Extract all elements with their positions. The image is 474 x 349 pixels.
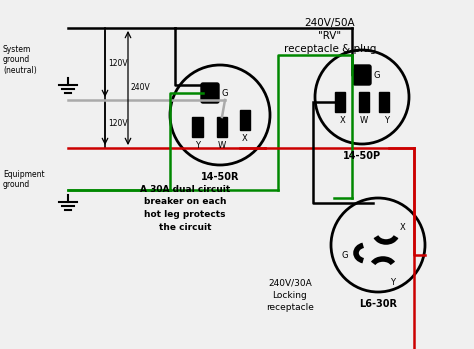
Text: 14-50R: 14-50R	[201, 172, 239, 182]
Text: Y: Y	[391, 278, 395, 287]
Text: 14-50P: 14-50P	[343, 151, 381, 161]
Text: X: X	[242, 134, 248, 143]
Text: W: W	[360, 116, 368, 125]
Text: G: G	[222, 89, 228, 97]
Text: 240V/30A
Locking
receptacle: 240V/30A Locking receptacle	[266, 278, 314, 312]
Text: 120V: 120V	[108, 59, 128, 68]
Text: G: G	[341, 251, 348, 260]
FancyBboxPatch shape	[353, 65, 371, 85]
Text: 240V: 240V	[131, 83, 151, 92]
Text: X: X	[340, 116, 346, 125]
Bar	[335, 92, 345, 112]
Text: Y: Y	[384, 116, 390, 125]
Text: Equipment
ground: Equipment ground	[3, 170, 45, 190]
Text: L6-30R: L6-30R	[359, 299, 397, 309]
Text: G: G	[374, 70, 381, 80]
Text: Y: Y	[195, 141, 201, 150]
FancyBboxPatch shape	[201, 83, 219, 103]
Text: A 30A dual circuit
breaker on each
hot leg protects
the circuit: A 30A dual circuit breaker on each hot l…	[140, 185, 230, 231]
Text: W: W	[218, 141, 226, 150]
Bar	[379, 92, 389, 112]
Bar	[217, 117, 227, 137]
Bar	[240, 110, 250, 130]
Text: X: X	[400, 223, 406, 231]
Bar	[359, 92, 369, 112]
Bar	[192, 117, 203, 137]
Text: 120V: 120V	[108, 119, 128, 128]
Text: 240V/50A
"RV"
receptacle & plug: 240V/50A "RV" receptacle & plug	[284, 18, 376, 54]
Text: System
ground
(neutral): System ground (neutral)	[3, 45, 37, 75]
